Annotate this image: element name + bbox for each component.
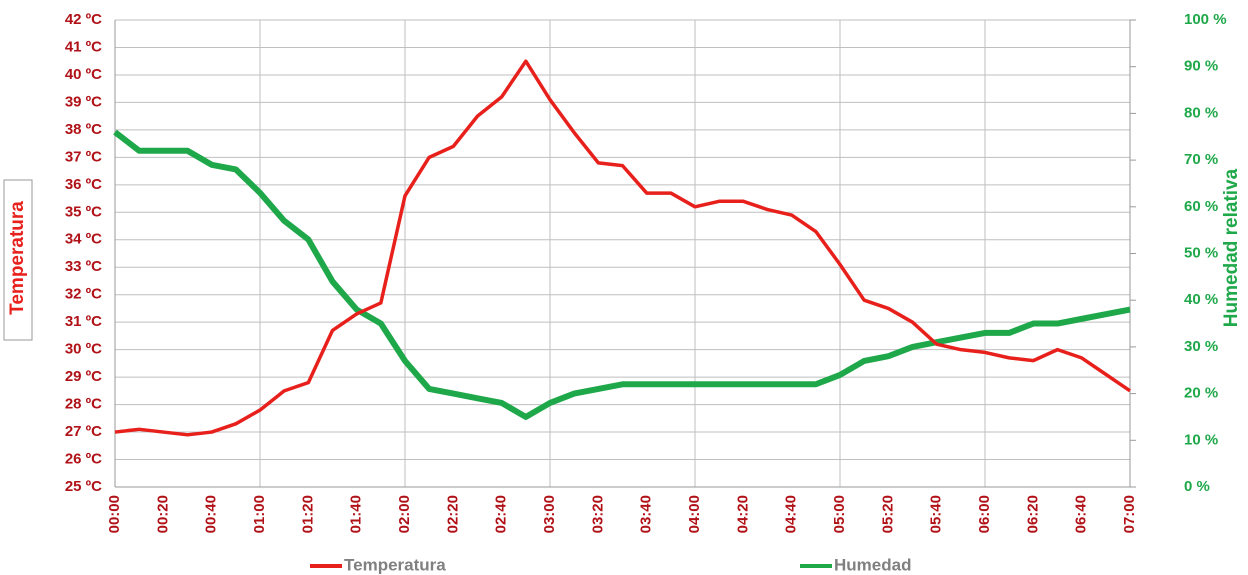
y-tick-label: 30 ºC [65,341,102,358]
x-tick-label: 04:00 [686,495,703,533]
x-tick-label: 01:20 [299,495,316,533]
y-tick-label: 29 ºC [65,368,102,385]
series-line [114,59,1131,437]
y2-tick-label: 20 % [1184,385,1218,402]
x-tick-label: 05:00 [831,495,848,533]
y2-tick-label: 30 % [1184,338,1218,355]
x-tick-label: 03:20 [589,495,606,533]
x-tick-label: 06:00 [976,495,993,533]
x-tick-label: 02:00 [396,495,413,533]
y-tick-label: 36 ºC [65,176,102,193]
x-tick-label: 05:20 [879,495,896,533]
x-tick-label: 01:00 [251,495,268,533]
y2-tick-label: 100 % [1184,11,1227,28]
y2-tick-label: 10 % [1184,431,1218,448]
legend-label: Humedad [834,555,911,574]
x-tick-label: 06:40 [1073,495,1090,533]
y-tick-label: 25 ºC [65,478,102,495]
y-label-box [3,179,33,341]
x-tick-label: 04:40 [783,495,800,533]
y2-axis-label: Humedad relativa [1221,168,1242,327]
x-tick-label: 02:20 [444,495,461,533]
y2-tick-label: 50 % [1184,244,1218,261]
y-tick-label: 27 ºC [65,423,102,440]
y-axis-label: Temperatura [7,201,28,315]
y-tick-label: 38 ºC [65,121,102,138]
y-tick-label: 31 ºC [65,313,102,330]
y-tick-label: 37 ºC [65,148,102,165]
x-tick-label: 03:00 [541,495,558,533]
y-tick-label: 28 ºC [65,396,102,413]
y2-tick-label: 0 % [1184,478,1210,495]
y2-tick-label: 80 % [1184,104,1218,121]
x-tick-label: 00:40 [203,495,220,533]
y2-tick-label: 90 % [1184,58,1218,75]
x-tick-label: 00:20 [154,495,171,533]
y-tick-label: 39 ºC [65,93,102,110]
y-tick-label: 40 ºC [65,66,102,83]
y-tick-label: 35 ºC [65,203,102,220]
series-line [113,129,1131,420]
y-tick-label: 41 ºC [65,38,102,55]
x-tick-label: 07:00 [1121,495,1138,533]
x-tick-label: 03:40 [638,495,655,533]
x-tick-label: 05:40 [928,495,945,533]
x-tick-label: 00:00 [106,495,123,533]
y2-tick-label: 40 % [1184,291,1218,308]
y2-tick-label: 60 % [1184,198,1218,215]
y-tick-label: 34 ºC [65,231,102,248]
x-tick-label: 04:20 [734,495,751,533]
y-tick-label: 33 ºC [65,258,102,275]
legend-label: Temperatura [344,555,446,574]
x-tick-label: 02:40 [493,495,510,533]
x-tick-label: 01:40 [348,495,365,533]
y2-tick-label: 70 % [1184,151,1218,168]
y-tick-label: 26 ºC [65,450,102,467]
y-tick-label: 32 ºC [65,286,102,303]
x-tick-label: 06:20 [1024,495,1041,533]
y-tick-label: 42 ºC [65,11,102,28]
